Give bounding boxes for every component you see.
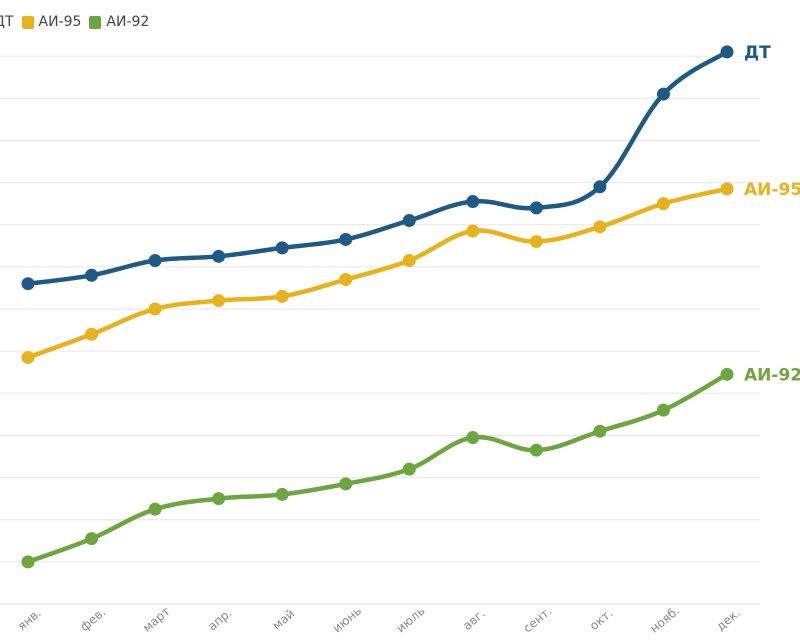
data-point-ai95-0 xyxy=(21,350,35,364)
series-end-label-ai92: АИ-92 xyxy=(744,365,800,385)
series-end-label-ai95: АИ-95 xyxy=(744,180,800,200)
data-point-ai92-2 xyxy=(148,502,162,516)
legend-swatch-ai92 xyxy=(89,15,102,29)
data-point-ai92-11 xyxy=(720,367,734,381)
data-point-dt-9 xyxy=(593,180,607,194)
x-tick-label-1: фев. xyxy=(77,605,108,634)
x-tick-label-7: авг. xyxy=(460,606,488,633)
data-point-dt-1 xyxy=(85,268,99,282)
x-tick-label-5: июнь xyxy=(330,604,364,636)
data-point-ai95-5 xyxy=(339,273,353,286)
data-point-dt-7 xyxy=(466,195,480,209)
legend-label-ai92: АИ-92 xyxy=(106,14,150,30)
x-tick-label-6: июль xyxy=(394,604,428,636)
x-tick-label-10: нояб. xyxy=(647,603,682,635)
data-point-ai95-9 xyxy=(593,220,607,234)
data-point-dt-2 xyxy=(148,254,162,268)
data-point-ai95-6 xyxy=(402,254,416,268)
data-point-ai95-3 xyxy=(212,294,226,308)
data-point-ai92-7 xyxy=(466,431,480,445)
data-point-ai95-1 xyxy=(85,327,99,341)
data-point-ai95-2 xyxy=(148,302,162,316)
legend-label-ai95: АИ-95 xyxy=(38,14,82,30)
data-point-dt-10 xyxy=(656,87,670,101)
data-point-dt-11 xyxy=(720,45,734,59)
data-point-dt-5 xyxy=(339,232,353,246)
data-point-dt-4 xyxy=(275,241,289,255)
data-point-ai92-8 xyxy=(529,443,543,457)
data-point-ai92-4 xyxy=(275,487,289,501)
data-point-dt-0 xyxy=(21,277,35,291)
series-line-dt xyxy=(25,49,730,286)
series-end-label-dt: ДТ xyxy=(744,43,771,63)
data-point-ai92-6 xyxy=(402,462,416,476)
legend-label-dt: ДТ xyxy=(0,14,14,30)
data-point-ai95-4 xyxy=(275,289,289,303)
data-point-ai95-11 xyxy=(720,182,734,196)
data-point-ai95-8 xyxy=(529,235,543,249)
x-tick-label-3: апр. xyxy=(205,606,234,634)
x-tick-label-11: дек. xyxy=(714,606,743,634)
legend: ДТ АИ-95 АИ-92 xyxy=(0,14,157,30)
data-point-ai92-1 xyxy=(85,532,99,546)
x-tick-label-4: май xyxy=(270,606,298,632)
data-point-ai95-7 xyxy=(466,224,480,238)
data-point-ai92-10 xyxy=(656,403,670,417)
legend-item-ai95[interactable]: АИ-95 xyxy=(21,14,82,30)
legend-item-dt[interactable]: ДТ xyxy=(0,14,14,30)
data-point-dt-6 xyxy=(402,214,416,227)
data-point-dt-3 xyxy=(212,249,226,263)
x-tick-label-9: окт. xyxy=(587,606,615,633)
data-point-ai92-0 xyxy=(21,555,35,569)
series-line-ai95 xyxy=(25,186,730,360)
data-point-ai92-5 xyxy=(339,477,353,491)
x-tick-label-0: янв. xyxy=(15,606,44,633)
data-point-ai92-9 xyxy=(593,424,607,438)
x-tick-label-8: сент. xyxy=(521,604,555,636)
data-point-ai95-10 xyxy=(656,197,670,211)
legend-swatch-ai95 xyxy=(21,15,34,29)
series-line-ai92 xyxy=(25,372,730,565)
legend-item-ai92[interactable]: АИ-92 xyxy=(89,14,149,30)
x-tick-label-2: март xyxy=(140,604,173,635)
data-point-dt-8 xyxy=(529,201,543,215)
data-point-ai92-3 xyxy=(212,492,226,506)
